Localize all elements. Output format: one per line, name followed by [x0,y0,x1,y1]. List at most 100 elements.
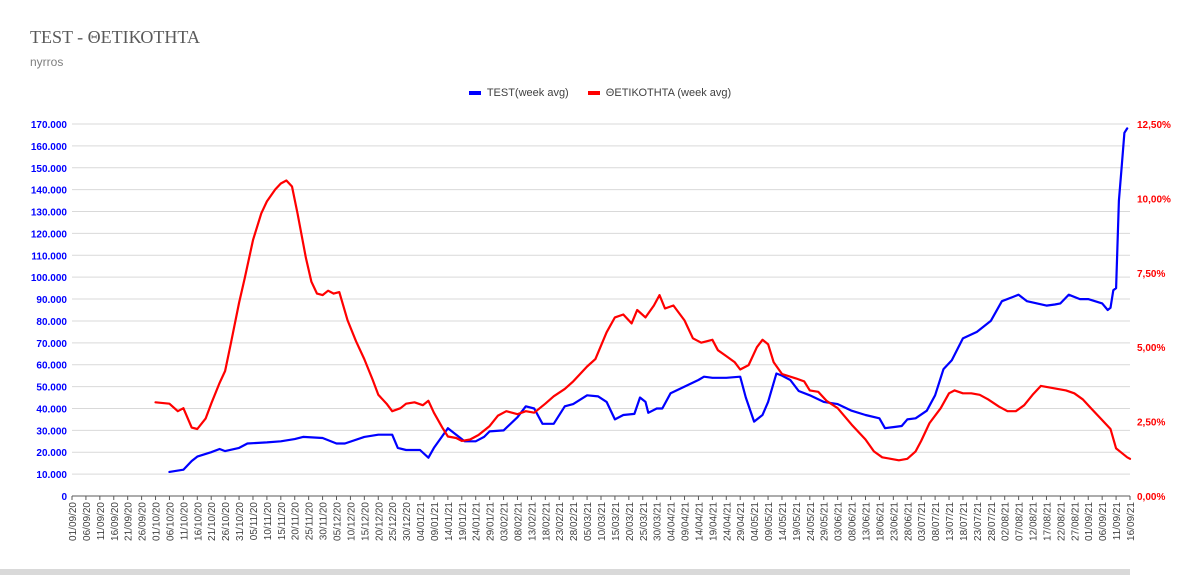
x-tick-label: 10/11/20 [263,502,274,541]
left-tick-label: 90.000 [36,295,67,306]
x-tick-label: 12/08/21 [1029,502,1040,541]
x-tick-label: 25/12/20 [388,502,399,541]
x-tick-label: 25/03/21 [639,502,650,541]
right-tick-label: 0,00% [1137,492,1165,503]
x-tick-label: 08/06/21 [848,502,859,541]
legend-label-test: TEST(week avg) [486,87,569,99]
x-axis: 01/09/20 06/09/20 11/09/20 16/09/20 21/09/20… [68,495,1137,541]
x-tick-label: 19/01/21 [458,502,469,541]
legend-label-positivity: ΘΕΤΙΚΟΤΗΤΑ (week avg) [605,87,732,99]
x-tick-label: 13/07/21 [945,502,956,541]
x-tick-label: 25/11/20 [305,502,316,541]
x-tick-label: 09/01/21 [430,502,441,541]
x-tick-label: 09/04/21 [681,502,692,541]
x-tick-label: 11/09/21 [1112,502,1123,541]
x-tick-label: 09/05/21 [764,502,775,541]
x-tick-label: 10/12/20 [346,502,357,541]
left-tick-label: 110.000 [31,251,67,262]
x-tick-label: 28/02/21 [569,502,580,541]
left-tick-label: 60.000 [36,361,67,372]
x-tick-label: 03/06/21 [834,502,845,541]
x-tick-label: 07/08/21 [1015,502,1026,541]
x-tick-label: 14/05/21 [778,502,789,541]
x-tick-label: 17/08/21 [1042,502,1053,541]
right-tick-label: 5,00% [1137,343,1165,354]
x-tick-label: 28/06/21 [903,502,914,541]
x-tick-label: 23/06/21 [889,502,900,541]
x-tick-label: 29/04/21 [736,502,747,541]
x-tick-label: 26/10/20 [221,502,232,541]
left-tick-label: 130.000 [31,208,68,219]
x-tick-label: 08/02/21 [513,502,524,541]
x-tick-label: 10/03/21 [597,502,608,541]
right-tick-label: 10,00% [1137,194,1171,205]
legend-swatch-test [468,91,481,95]
gridlines [72,123,1130,497]
x-tick-label: 30/03/21 [653,502,664,541]
x-tick-label: 13/02/21 [527,502,538,541]
right-tick-label: 2,50% [1137,418,1165,429]
x-tick-label: 30/12/20 [402,502,413,541]
horizontal-scrollbar[interactable] [0,569,1130,575]
test-series-line [168,127,1129,473]
x-tick-label: 03/07/21 [917,502,928,541]
x-tick-label: 31/10/20 [235,502,246,541]
x-tick-label: 08/07/21 [931,502,942,541]
x-tick-label: 16/10/20 [193,502,204,541]
x-tick-label: 11/10/20 [179,502,190,541]
x-tick-label: 14/04/21 [694,502,705,541]
left-tick-label: 0 [61,492,67,503]
x-tick-label: 19/04/21 [708,502,719,541]
x-tick-label: 01/10/20 [152,502,163,541]
left-tick-label: 20.000 [36,448,67,459]
x-tick-label: 15/03/21 [611,502,622,541]
right-tick-label: 7,50% [1137,269,1165,280]
x-tick-label: 19/05/21 [792,502,803,541]
x-tick-label: 20/11/20 [291,502,302,541]
x-tick-label: 06/09/21 [1098,502,1109,541]
left-tick-label: 120.000 [31,229,68,240]
left-y-axis: 0 10.000 20.000 30.000 40.000 50.000 60.000 70.… [31,120,68,503]
x-tick-label: 18/07/21 [959,502,970,541]
x-tick-label: 05/03/21 [583,502,594,541]
x-tick-label: 02/08/21 [1001,502,1012,541]
x-tick-label: 20/12/20 [374,502,385,541]
x-tick-label: 21/09/20 [124,502,135,541]
x-tick-label: 26/09/20 [138,502,149,541]
x-tick-label: 04/01/21 [416,502,427,541]
x-tick-label: 27/08/21 [1070,502,1081,541]
left-tick-label: 160.000 [31,142,68,153]
left-tick-label: 170.000 [31,120,68,131]
x-tick-label: 28/07/21 [987,502,998,541]
series-lines [154,127,1132,473]
chart-subtitle: nyrros [30,55,64,69]
left-tick-label: 10.000 [36,470,67,481]
left-tick-label: 40.000 [36,404,67,415]
left-tick-label: 80.000 [36,317,67,328]
x-tick-label: 13/06/21 [862,502,873,541]
left-tick-label: 100.000 [31,273,68,284]
x-tick-label: 18/02/21 [541,502,552,541]
left-tick-label: 140.000 [31,186,68,197]
left-tick-label: 150.000 [31,164,68,175]
x-tick-label: 01/09/20 [68,502,79,541]
x-tick-label: 04/05/21 [750,502,761,541]
legend-item-positivity[interactable]: ΘΕΤΙΚΟΤΗΤΑ (week avg) [587,87,732,99]
x-tick-label: 20/03/21 [625,502,636,541]
x-tick-label: 15/11/20 [277,502,288,541]
x-tick-label: 23/07/21 [973,502,984,541]
x-tick-label: 24/05/21 [806,502,817,541]
x-tick-label: 16/09/20 [110,502,121,541]
x-tick-label: 16/09/21 [1126,502,1137,541]
x-tick-label: 05/12/20 [333,502,344,541]
positivity-series-line [154,179,1132,462]
x-tick-label: 30/11/20 [319,502,330,541]
right-y-axis: 0,00% 2,50% 5,00% 7,50% 10,00% 12,50% [1137,120,1171,503]
x-tick-label: 11/09/20 [96,502,107,541]
x-tick-label: 05/11/20 [249,502,260,541]
legend-swatch-positivity [587,91,600,95]
legend-item-test[interactable]: TEST(week avg) [468,87,569,99]
x-tick-label: 22/08/21 [1056,502,1067,541]
x-tick-label: 29/01/21 [486,502,497,541]
x-tick-label: 01/09/21 [1084,502,1095,541]
